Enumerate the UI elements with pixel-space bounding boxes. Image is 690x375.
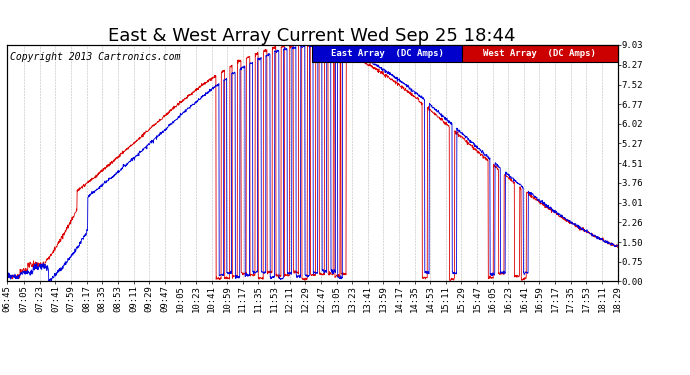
Text: East Array  (DC Amps): East Array (DC Amps) [331,49,444,58]
Title: East & West Array Current Wed Sep 25 18:44: East & West Array Current Wed Sep 25 18:… [108,27,516,45]
Bar [312,45,462,62]
Text: West Array  (DC Amps): West Array (DC Amps) [483,49,596,58]
Text: Copyright 2013 Cartronics.com: Copyright 2013 Cartronics.com [10,52,180,62]
Bar [462,45,618,62]
